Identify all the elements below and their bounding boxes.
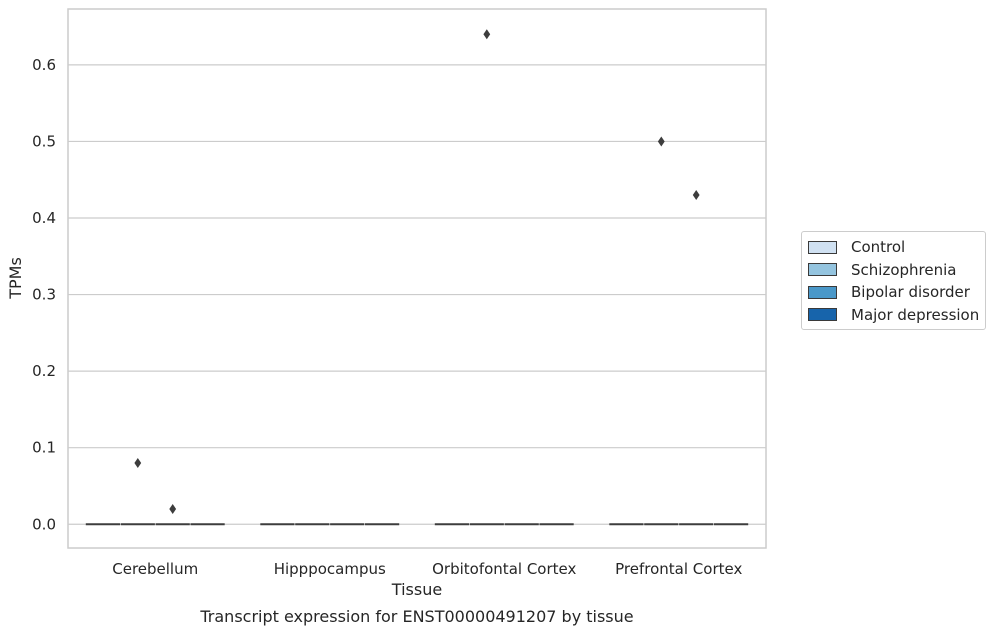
legend-swatch	[808, 308, 837, 322]
legend-swatch	[808, 240, 837, 254]
legend-swatch	[808, 263, 837, 277]
legend-swatch	[808, 285, 837, 299]
y-tick-labels: 0.0 0.1 0.2 0.3 0.4 0.5 0.6	[32, 56, 56, 533]
chart-title: Transcript expression for ENST0000049120…	[199, 607, 633, 626]
gridlines	[68, 64, 766, 525]
plot-frame	[67, 8, 767, 549]
legend-item-schizophrenia: Schizophrenia	[808, 259, 979, 282]
legend-label: Control	[851, 238, 906, 257]
y-tick-label: 0.5	[32, 132, 56, 150]
legend-label: Bipolar disorder	[851, 283, 970, 302]
outlier-points	[134, 29, 700, 514]
outlier-point	[657, 136, 665, 147]
outlier-point	[134, 458, 142, 469]
y-tick-label: 0.1	[32, 439, 56, 457]
y-tick-label: 0.4	[32, 209, 56, 227]
legend-item-bipolar-disorder: Bipolar disorder	[808, 281, 979, 304]
legend-label: Schizophrenia	[851, 260, 957, 279]
outlier-point	[692, 190, 700, 201]
x-tick-label: Cerebellum	[112, 560, 198, 578]
x-tick-label: Orbitofontal Cortex	[432, 560, 576, 578]
legend-label: Major depression	[851, 305, 980, 324]
x-axis-label: Tissue	[391, 580, 442, 599]
y-tick-label: 0.3	[32, 286, 56, 304]
x-tick-labels: Cerebellum Hipppocampus Orbitofontal Corte…	[112, 560, 742, 578]
outlier-point	[483, 29, 491, 40]
y-axis-label: TPMs	[6, 257, 25, 300]
legend-item-major-depression: Major depression	[808, 304, 979, 327]
y-tick-label: 0.2	[32, 362, 56, 380]
x-tick-label: Prefrontal Cortex	[615, 560, 742, 578]
legend-item-control: Control	[808, 236, 979, 259]
y-tick-label: 0.6	[32, 56, 56, 74]
y-tick-label: 0.0	[32, 515, 56, 533]
x-tick-label: Hipppocampus	[274, 560, 386, 578]
legend: Control Schizophrenia Bipolar disorder M…	[801, 231, 987, 330]
outlier-point	[169, 503, 177, 514]
